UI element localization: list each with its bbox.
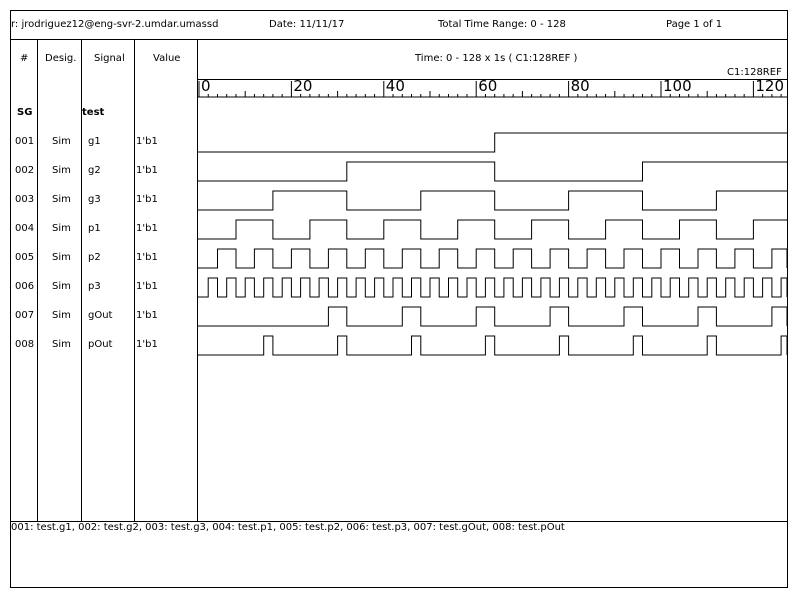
signal-legend: 001: test.g1, 002: test.g2, 003: test.g3…	[11, 522, 565, 533]
signal-value: 1'b1	[136, 165, 158, 176]
ruler-label: 100	[663, 77, 692, 95]
signal-value: 1'b1	[136, 223, 158, 234]
signal-name: g2	[88, 165, 101, 176]
page-number: Page 1 of 1	[666, 19, 723, 30]
time-scale-label: Time: 0 - 128 x 1s ( C1:128REF )	[415, 53, 578, 64]
waveform-g1	[197, 132, 787, 153]
signal-name: gOut	[88, 310, 113, 321]
group-label: test	[82, 107, 105, 118]
signal-desig: Sim	[52, 252, 71, 263]
signal-desig: Sim	[52, 136, 71, 147]
ruler-label: 0	[201, 77, 211, 95]
signal-name: p3	[88, 281, 101, 292]
total-time-range: Total Time Range: 0 - 128	[438, 19, 566, 30]
waveform-pOut	[197, 335, 788, 356]
ruler-label: 80	[571, 77, 590, 95]
signal-num: 006	[15, 281, 35, 292]
signal-desig: Sim	[52, 310, 71, 321]
table-bottom-line	[10, 521, 788, 522]
col-divider-num	[37, 39, 38, 522]
signal-name: p2	[88, 252, 101, 263]
signal-name: g3	[88, 194, 101, 205]
signal-num: 008	[15, 339, 35, 350]
signal-desig: Sim	[52, 281, 71, 292]
signal-num: 001	[15, 136, 35, 147]
col-divider-value	[197, 39, 198, 522]
waveform-g2	[197, 161, 787, 182]
header-divider	[10, 39, 788, 40]
print-date: Date: 11/11/17	[269, 19, 345, 30]
signal-name: g1	[88, 136, 101, 147]
waveform-p2	[197, 248, 788, 269]
signal-value: 1'b1	[136, 339, 158, 350]
ruler-label: 20	[293, 77, 312, 95]
signal-desig: Sim	[52, 165, 71, 176]
signal-name: p1	[88, 223, 101, 234]
col-header-value: Value	[153, 53, 181, 64]
signal-desig: Sim	[52, 223, 71, 234]
signal-value: 1'b1	[136, 310, 158, 321]
signal-num: 002	[15, 165, 35, 176]
cursor-label: C1:128REF	[727, 67, 782, 78]
signal-value: 1'b1	[136, 281, 158, 292]
col-header-num: #	[20, 53, 29, 64]
col-header-desig: Desig.	[45, 53, 77, 64]
signal-num: 004	[15, 223, 35, 234]
signal-value: 1'b1	[136, 252, 158, 263]
ruler-label: 40	[386, 77, 405, 95]
col-header-signal: Signal	[94, 53, 125, 64]
signal-num: 007	[15, 310, 35, 321]
col-divider-desig	[81, 39, 82, 522]
ruler-label: 120	[755, 77, 784, 95]
user-host: r: jrodriguez12@eng-svr-2.umdar.umassd	[11, 19, 219, 30]
ruler-top-line	[197, 79, 788, 80]
waveform-p3	[197, 277, 788, 298]
col-divider-signal	[134, 39, 135, 522]
signal-num: 005	[15, 252, 35, 263]
ruler-label: 60	[478, 77, 497, 95]
signal-desig: Sim	[52, 194, 71, 205]
signal-desig: Sim	[52, 339, 71, 350]
waveform-gOut	[197, 306, 788, 327]
signal-value: 1'b1	[136, 136, 158, 147]
signal-name: pOut	[88, 339, 113, 350]
group-code: SG	[17, 107, 33, 118]
waveform-p1	[197, 219, 787, 240]
waveform-g3	[197, 190, 787, 211]
signal-num: 003	[15, 194, 35, 205]
signal-value: 1'b1	[136, 194, 158, 205]
